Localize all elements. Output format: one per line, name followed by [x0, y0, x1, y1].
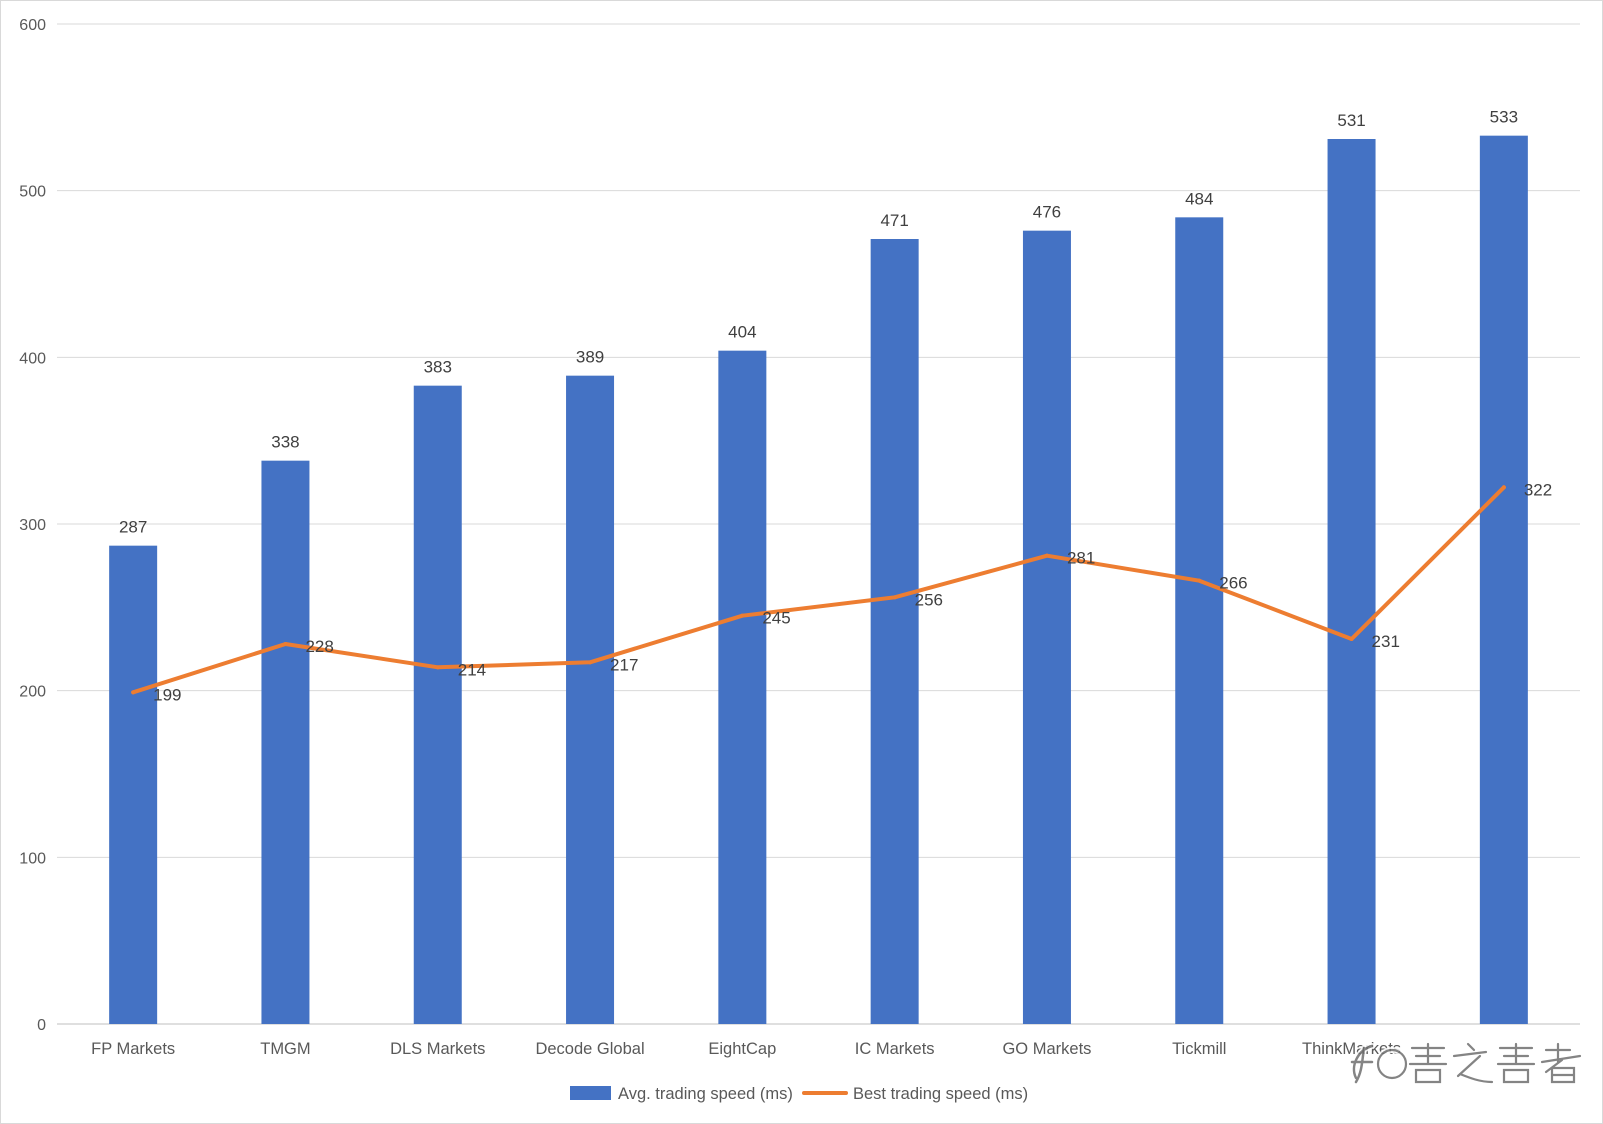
y-tick-label: 600 [19, 17, 46, 34]
x-tick-label: IC Markets [855, 1040, 935, 1058]
bar-value-label: 383 [424, 358, 452, 377]
line-value-label: 231 [1372, 632, 1400, 651]
best-speed-line-series [131, 485, 1506, 695]
bar-value-label: 404 [728, 323, 756, 342]
line-value-label: 256 [915, 590, 943, 609]
line-value-label: 245 [762, 609, 790, 628]
line-point [131, 690, 136, 695]
x-tick-label: FP Markets [91, 1040, 175, 1058]
bar-avg-speed [566, 375, 615, 1025]
bar-avg-speed [261, 460, 310, 1025]
best-speed-data-labels: 199 228 214 217 245 256 281 266 231 322 [153, 480, 1552, 704]
line-point [588, 660, 593, 665]
y-tick-label: 400 [19, 350, 46, 367]
line-value-label: 281 [1067, 549, 1095, 568]
line-value-label: 217 [610, 655, 638, 674]
watermark [1349, 1041, 1583, 1085]
legend-swatch-bar [570, 1086, 611, 1100]
line-point [435, 665, 440, 670]
y-tick-label: 500 [19, 184, 46, 201]
bar-avg-speed [1479, 135, 1528, 1024]
line-point [1044, 553, 1049, 558]
best-speed-line [131, 485, 1506, 695]
bar-avg-speed [413, 385, 462, 1025]
bar-avg-speed [1327, 139, 1376, 1024]
legend-item-avg[interactable]: Avg. trading speed (ms) [570, 1085, 793, 1103]
line-point [283, 642, 288, 646]
line-point [1197, 578, 1202, 583]
avg-speed-bars [109, 135, 1528, 1025]
y-tick-label: 200 [19, 684, 46, 701]
line-value-label: 228 [305, 637, 333, 656]
bar-value-label: 287 [119, 518, 147, 537]
x-tick-label: EightCap [708, 1040, 776, 1058]
legend-label-avg: Avg. trading speed (ms) [618, 1085, 793, 1103]
y-axis-tick-labels: 0 100 200 300 400 500 600 [19, 17, 46, 1034]
watermark-lettering [1375, 1041, 1583, 1085]
x-tick-label: Decode Global [535, 1040, 644, 1058]
x-tick-label: DLS Markets [390, 1040, 485, 1058]
line-value-label: 214 [458, 660, 486, 679]
bar-value-label: 476 [1033, 203, 1061, 222]
x-axis-category-labels: FP Markets TMGM DLS Markets Decode Global Ei… [91, 1040, 1401, 1058]
bar-value-label: 471 [880, 211, 908, 230]
bar-avg-speed [870, 239, 919, 1024]
line-point [1501, 485, 1506, 490]
x-tick-label: ThinkMarkets [1302, 1040, 1401, 1058]
bar-avg-speed [718, 350, 767, 1025]
bar-value-label: 531 [1337, 111, 1365, 130]
y-tick-label: 100 [19, 850, 46, 867]
line-point [740, 613, 745, 618]
bar-avg-speed [1175, 217, 1224, 1025]
bar-value-label: 389 [576, 348, 604, 367]
watermark-logo-icon [1349, 1043, 1375, 1085]
bar-value-label: 484 [1185, 189, 1213, 208]
legend-item-best[interactable]: Best trading speed (ms) [802, 1085, 1028, 1103]
line-value-label: 266 [1219, 574, 1247, 593]
x-tick-label: GO Markets [1002, 1040, 1091, 1058]
bar-value-label: 533 [1490, 108, 1518, 127]
line-point [1349, 637, 1354, 641]
bar-avg-speed [109, 545, 158, 1024]
bar-avg-speed [1022, 230, 1071, 1024]
line-value-label: 199 [153, 685, 181, 704]
legend: Avg. trading speed (ms) Best trading spe… [570, 1085, 1028, 1103]
x-tick-label: TMGM [260, 1040, 310, 1058]
y-tick-label: 300 [19, 517, 46, 534]
bar-value-label: 338 [271, 433, 299, 452]
line-point [892, 595, 897, 600]
legend-label-best: Best trading speed (ms) [853, 1085, 1028, 1103]
avg-speed-data-labels: 287 338 383 389 404 471 476 484 531 533 [119, 108, 1518, 537]
gridlines [57, 23, 1580, 1025]
x-tick-label: Tickmill [1172, 1040, 1226, 1058]
y-tick-label: 0 [37, 1017, 46, 1034]
line-value-label: 322 [1524, 480, 1552, 499]
